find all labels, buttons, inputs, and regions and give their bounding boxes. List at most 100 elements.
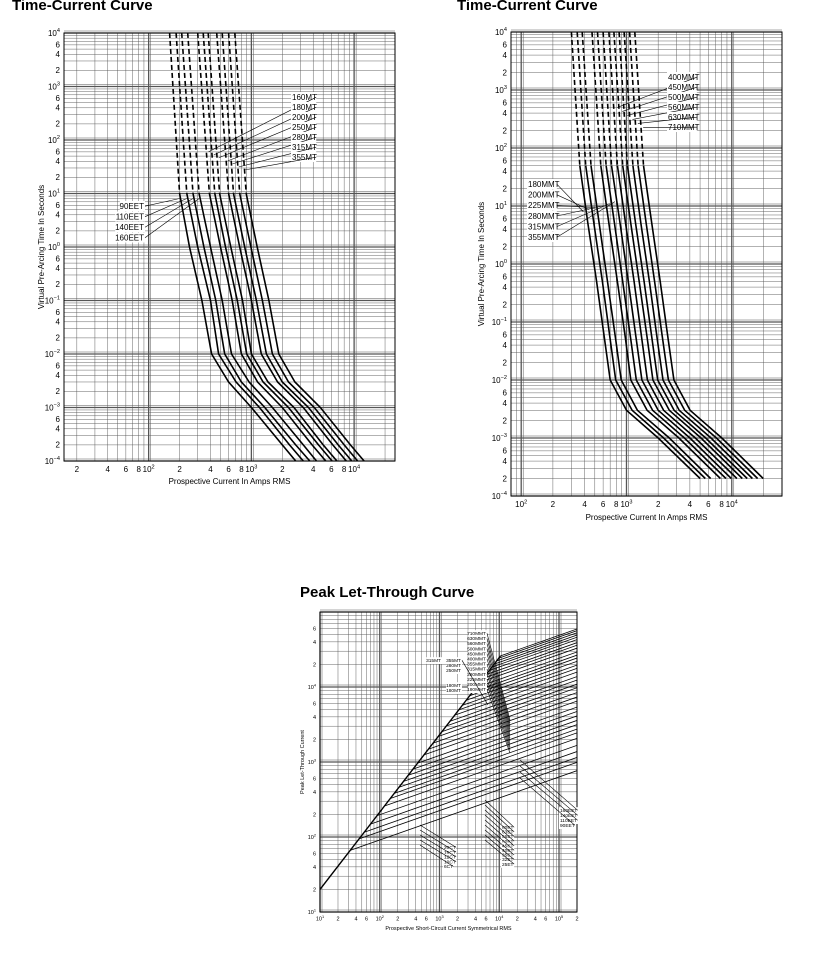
series-label: 10CT: [444, 859, 456, 865]
series-line: [215, 33, 230, 194]
series-label: 280MMT: [467, 672, 486, 678]
series-line: [207, 33, 221, 194]
series-line: [358, 761, 577, 840]
y-tick-label: 2: [503, 126, 508, 135]
x-tick-label: 103: [245, 464, 257, 474]
series-label-bg: [291, 122, 317, 132]
series-label-bg: [501, 851, 515, 859]
x-tick-label: 102: [376, 915, 384, 922]
y-tick-label: 4: [503, 457, 508, 466]
series-line: [462, 664, 577, 706]
x-tick-label: 6: [544, 917, 547, 923]
x-tick-label: 2: [575, 917, 578, 923]
leader-line: [461, 660, 489, 706]
series-label-bg: [527, 232, 557, 242]
series-line: [500, 628, 577, 657]
leader-line: [419, 844, 454, 867]
x-tick-label: 4: [474, 917, 477, 923]
leader-line: [556, 205, 595, 208]
x-tick-label: 2: [75, 465, 80, 474]
series-line: [221, 33, 235, 194]
series-line: [581, 32, 592, 166]
y-tick-label: 6: [503, 41, 508, 50]
series-line: [370, 751, 577, 825]
series-label: 35ET: [502, 853, 514, 859]
series-line: [626, 165, 748, 480]
series-label: 280MMT: [528, 212, 560, 221]
y-tick-label: 6: [503, 215, 508, 224]
series-label-bg: [667, 82, 697, 92]
series-label: 45ET: [502, 843, 514, 849]
chart3-title: Peak Let-Through Curve: [300, 584, 475, 601]
series-line: [628, 32, 639, 166]
leader-line: [519, 765, 578, 816]
series-line: [417, 706, 577, 764]
x-tick-label: 8: [239, 465, 244, 474]
series-label: 450MMT: [467, 651, 486, 657]
series-line: [196, 33, 211, 194]
series-label: 110EET: [116, 213, 144, 222]
y-tick-label: 10−3: [492, 433, 507, 443]
leader-line: [238, 146, 317, 168]
leader-line: [484, 839, 515, 865]
series-label-bg: [559, 817, 578, 824]
series-label: 180MT: [292, 103, 317, 112]
y-tick-label: 4: [503, 109, 508, 118]
x-tick-label: 4: [414, 917, 417, 923]
leader-line: [486, 653, 511, 733]
series-line: [218, 193, 338, 461]
series-line: [634, 32, 645, 166]
y-tick-label: 4: [56, 50, 61, 59]
series-label-bg: [443, 858, 457, 866]
y-tick-label: 2: [56, 173, 61, 182]
y-tick-label: 6: [56, 362, 61, 371]
y-tick-label: 2: [503, 300, 508, 309]
series-label-bg: [468, 665, 487, 673]
series-label-bg: [559, 812, 578, 819]
curves: [570, 32, 764, 480]
leader-line: [484, 809, 515, 837]
y-tick-label: 4: [503, 225, 508, 234]
leader-line: [245, 156, 317, 171]
series-label: 400MMT: [668, 73, 700, 82]
y-tick-label: 2: [56, 120, 61, 129]
leader-line: [622, 86, 697, 112]
leader-line: [486, 684, 511, 751]
series-label: 355MT: [292, 153, 317, 162]
x-tick-label: 8: [719, 500, 724, 509]
series-label: 400MMT: [467, 657, 486, 663]
y-tick-label: 6: [503, 331, 508, 340]
leader-line: [419, 829, 457, 853]
series-label-bg: [446, 657, 462, 664]
leader-line: [486, 638, 511, 724]
series-label-bg: [291, 102, 317, 112]
y-tick-label: 2: [503, 184, 508, 193]
series-line: [390, 732, 577, 799]
series-label: 80ET: [502, 825, 514, 831]
series-line: [616, 165, 738, 480]
x-tick-label: 2: [551, 500, 556, 509]
series-line: [458, 667, 577, 711]
series-line: [438, 687, 577, 737]
series-label: 560MMT: [467, 641, 486, 647]
y-tick-label: 10−1: [492, 317, 507, 327]
y-tick-label: 4: [56, 211, 61, 220]
leader-line: [144, 198, 180, 207]
y-tick-label: 6: [56, 308, 61, 317]
series-line: [198, 193, 318, 461]
x-tick-label: 103: [620, 499, 632, 509]
series-line: [590, 165, 712, 480]
series-line: [591, 32, 602, 166]
series-label: 160MT: [292, 93, 317, 102]
series-label: 180MMT: [528, 180, 560, 189]
y-tick-label: 100: [495, 259, 507, 269]
x-tick-label: 4: [208, 465, 213, 474]
x-tick-label: 2: [396, 917, 399, 923]
series-label-bg: [468, 681, 487, 688]
series-line: [180, 33, 194, 194]
x-tick-label: 8: [136, 465, 141, 474]
series-label-bg: [527, 189, 557, 200]
series-label: 280MT: [292, 133, 317, 142]
series-line: [472, 654, 577, 693]
x-tick-label: 6: [706, 500, 711, 509]
